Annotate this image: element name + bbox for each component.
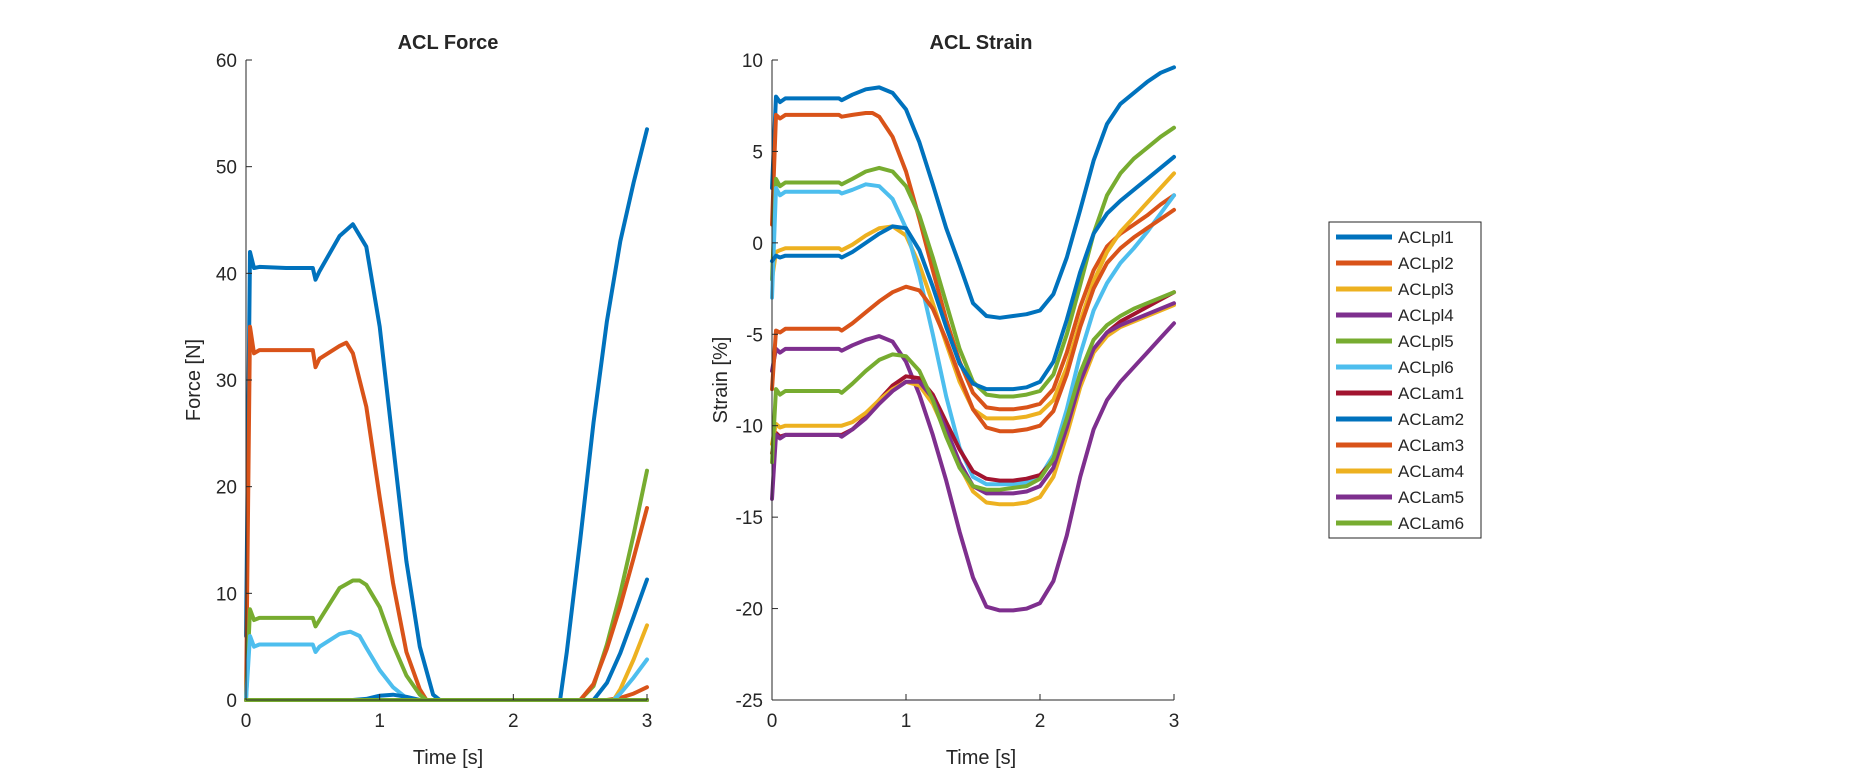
force-chart-title: ACL Force [398,32,499,54]
acl-strain-panel: ACL Strain Time [s] Strain [%] -25 -20 -15… [710,32,1179,769]
force-series-aclpl1 [244,127,649,702]
acl-force-panel: ACL Force Time [s] Force [N] 01020304050… [183,32,652,769]
force-series-aclpl3 [244,623,649,702]
legend-label-aclam6: ACLam6 [1398,514,1464,533]
strain-y-tick-label: -20 [736,600,763,621]
force-y-tick-label: 10 [216,584,237,605]
strain-chart-title: ACL Strain [930,32,1033,54]
strain-y-tick-label: 5 [752,142,763,163]
strain-series-aclam3 [770,207,1176,434]
force-series-aclam2 [244,577,649,702]
legend-label-aclpl3: ACLpl3 [1398,280,1454,299]
strain-series-aclpl6 [770,182,1176,487]
force-y-tick-label: 20 [216,478,237,499]
strain-y-tick-label: -5 [746,325,763,346]
strain-series-aclpl1 [770,65,1176,320]
legend-box [1328,221,1482,539]
legend-label-aclpl4: ACLpl4 [1398,306,1454,325]
strain-x-axis-label: Time [s] [946,747,1016,769]
strain-x-tick-label: 0 [767,711,778,732]
force-y-tick-label: 0 [226,691,237,712]
strain-series-aclpl4 [770,321,1176,613]
force-y-tick-label: 40 [216,264,237,285]
force-series-aclam3 [244,506,649,702]
legend-label-aclam5: ACLam5 [1398,488,1464,507]
force-y-axis-label: Force [N] [183,339,205,421]
strain-y-axis-label: Strain [%] [710,337,732,424]
force-x-tick-label: 0 [241,711,252,732]
legend-label-aclam1: ACLam1 [1398,384,1464,403]
strain-series-aclpl5 [770,125,1176,399]
strain-y-tick-label: 0 [752,234,763,255]
legend-label-aclpl2: ACLpl2 [1398,254,1454,273]
strain-y-tick-label: -15 [736,508,763,529]
force-series-lines [244,127,649,702]
legend-label-aclpl6: ACLpl6 [1398,358,1454,377]
force-x-tick-label: 3 [642,711,653,732]
legend-label-aclam4: ACLam4 [1398,462,1464,481]
strain-series-aclam2 [770,154,1176,392]
legend: ACLpl1 ACLpl2 ACLpl3 ACLpl4 ACLpl5 ACLpl6 ACLa… [1328,221,1482,539]
force-series-aclpl5 [244,468,649,702]
strain-series-lines [770,65,1176,613]
force-y-tick-label: 30 [216,371,237,392]
legend-label-aclam3: ACLam3 [1398,436,1464,455]
legend-label-aclpl1: ACLpl1 [1398,228,1454,247]
force-x-tick-label: 1 [374,711,385,732]
strain-series-aclpl2 [770,111,1176,412]
force-y-tick-label: 50 [216,158,237,179]
force-y-tick-label: 60 [216,51,237,72]
strain-x-tick-label: 2 [1035,711,1046,732]
strain-y-tick-label: -10 [736,417,763,438]
strain-x-tick-label: 3 [1169,711,1180,732]
legend-label-aclam2: ACLam2 [1398,410,1464,429]
strain-y-tick-label: 10 [742,51,763,72]
strain-series-aclam6 [770,290,1176,492]
strain-x-tick-label: 1 [901,711,912,732]
strain-y-tick-label: -25 [736,691,763,712]
force-x-tick-label: 2 [508,711,519,732]
legend-label-aclpl5: ACLpl5 [1398,332,1454,351]
force-x-axis-label: Time [s] [413,747,483,769]
